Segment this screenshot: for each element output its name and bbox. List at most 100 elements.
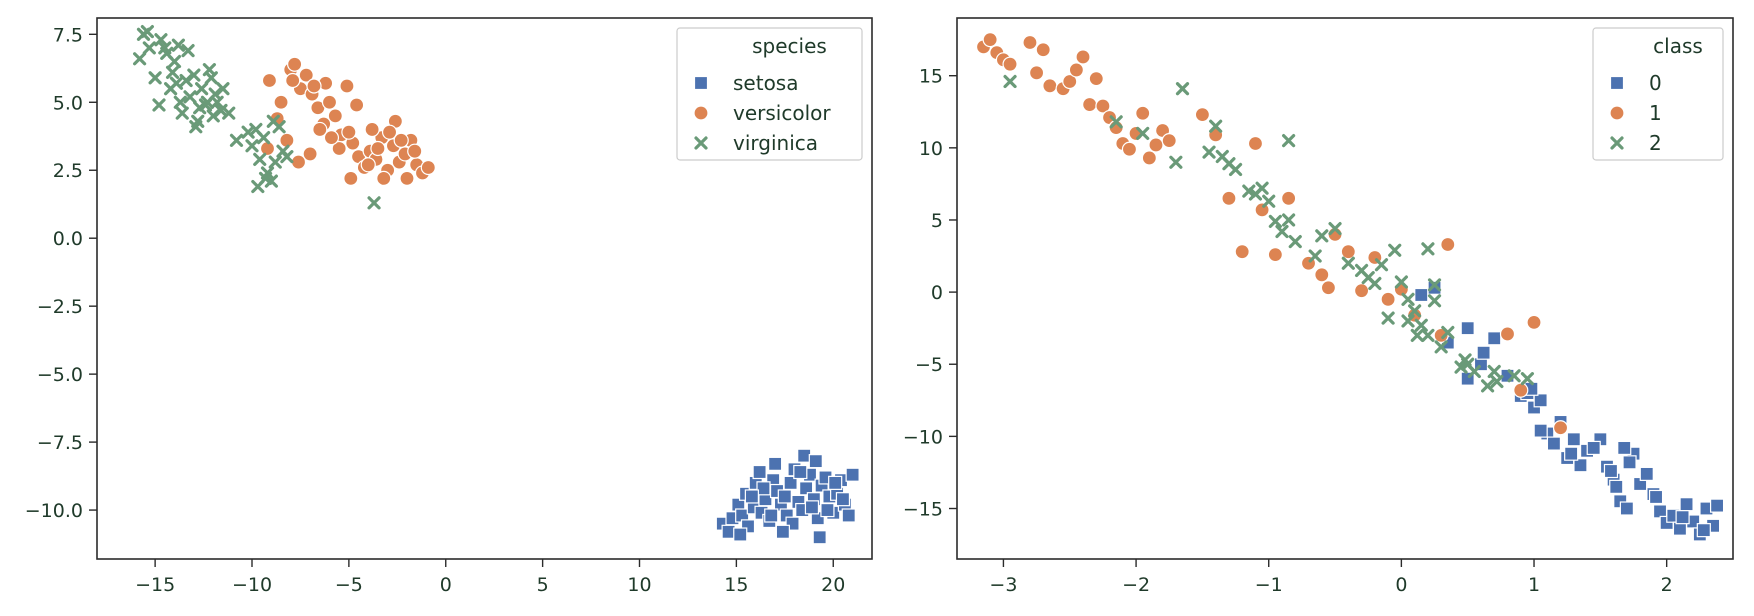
- point-1-11: [1068, 62, 1084, 78]
- point-1-8: [1042, 78, 1058, 94]
- legend-box: [676, 27, 863, 161]
- point-virginica-39: [204, 71, 218, 85]
- point-2-30: [1427, 278, 1442, 292]
- point-versicolor-26: [420, 159, 436, 176]
- point-virginica-48: [200, 95, 215, 109]
- point-0-18: [1573, 458, 1588, 473]
- y-axis: 7.5 5.0 2.5 0.0 −2.5 −5.0 −7.5 −10.0: [25, 24, 97, 522]
- point-1-35: [1314, 267, 1330, 283]
- x-tick-label: 0: [1395, 574, 1407, 596]
- x-tick-label: 10: [627, 574, 651, 596]
- point-versicolor-32: [302, 146, 318, 162]
- y-tick-label: 7.5: [53, 24, 83, 46]
- point-2-44: [1458, 353, 1472, 367]
- point-setosa-36: [752, 464, 767, 480]
- y-tick-label: −10.0: [25, 500, 83, 522]
- point-1-45: [1440, 236, 1456, 253]
- point-virginica-35: [181, 44, 195, 58]
- x-tick-label: −3: [989, 574, 1017, 596]
- point-2-12: [1262, 194, 1276, 208]
- point-setosa-41: [733, 527, 748, 542]
- point-1-46: [1499, 326, 1516, 342]
- point-0-45: [1533, 423, 1548, 438]
- point-versicolor-48: [341, 124, 357, 140]
- point-2-3: [1169, 155, 1183, 169]
- y-tick-label: −15: [903, 499, 943, 521]
- point-versicolor-38: [343, 170, 359, 186]
- point-1-14: [1088, 70, 1104, 87]
- point-1-22: [1141, 150, 1157, 166]
- point-virginica-25: [257, 131, 271, 145]
- point-0-0: [1414, 287, 1429, 303]
- scatter-panel-species: −15 −10 −5 0 5 10 15 20 7.5 5.0 2.5 0.0 −2.5 −5.0 −7.5…: [25, 17, 873, 596]
- point-virginica-31: [280, 150, 294, 164]
- x-tick-label: −1: [1255, 574, 1283, 596]
- point-2-24: [1388, 243, 1402, 257]
- point-virginica-17: [206, 109, 220, 123]
- point-0-17: [1566, 432, 1581, 447]
- point-versicolor-1: [273, 94, 289, 110]
- point-virginica-8: [171, 38, 185, 52]
- legend-marker-2: [1610, 136, 1624, 150]
- legend-label-2: 2: [1649, 131, 1662, 155]
- point-2-19: [1328, 222, 1342, 236]
- point-2-1: [1109, 115, 1123, 129]
- point-1-19: [1121, 141, 1138, 157]
- point-1-30: [1247, 135, 1264, 152]
- point-0-43: [1564, 446, 1579, 461]
- point-2-45: [1490, 374, 1504, 389]
- legend-box: [1592, 27, 1724, 161]
- legend-label-setosa: setosa: [733, 71, 798, 95]
- point-virginica-11: [183, 90, 197, 104]
- point-setosa-48: [793, 464, 808, 480]
- point-virginica-0: [133, 52, 147, 66]
- x-tick-label: 1: [1528, 574, 1540, 596]
- point-versicolor-37: [399, 170, 415, 186]
- x-axis: −15 −10 −5 0 5 10 15 20: [135, 559, 845, 596]
- point-setosa-37: [777, 489, 792, 504]
- point-2-2: [1136, 126, 1150, 141]
- point-1-47: [1513, 382, 1529, 398]
- point-0-49: [1696, 523, 1711, 538]
- point-0-42: [1586, 440, 1601, 456]
- point-virginica-37: [140, 24, 154, 39]
- point-2-48: [1361, 271, 1375, 285]
- series-setosa: [715, 448, 860, 545]
- point-1-12: [1075, 49, 1091, 65]
- point-2-49: [1401, 314, 1415, 328]
- axes-frame: [96, 17, 873, 560]
- point-virginica-10: [179, 73, 193, 88]
- point-0-39: [1617, 440, 1632, 456]
- point-0-41: [1603, 463, 1619, 479]
- x-tick-label: −2: [1122, 574, 1150, 596]
- point-1-15: [1095, 98, 1111, 114]
- point-2-0: [1003, 74, 1017, 89]
- y-tick-label: 2.5: [53, 160, 83, 182]
- point-1-38: [1340, 244, 1356, 260]
- point-2-6: [1209, 119, 1223, 133]
- point-virginica-36: [189, 120, 203, 134]
- point-setosa-32: [845, 467, 860, 482]
- x-tick-label: 15: [724, 574, 748, 596]
- point-1-13: [1082, 96, 1098, 113]
- point-virginica-43: [258, 171, 273, 185]
- y-tick-label: 5.0: [53, 92, 83, 114]
- point-virginica-33: [367, 196, 381, 210]
- y-tick-label: 0.0: [53, 228, 83, 250]
- legend-label-virginica: virginica: [733, 131, 818, 155]
- point-versicolor-30: [331, 140, 347, 157]
- point-1-29: [1234, 244, 1250, 260]
- point-2-11: [1255, 181, 1269, 195]
- legend-title: species: [752, 34, 827, 58]
- point-2-27: [1408, 304, 1422, 318]
- point-1-10: [1062, 73, 1078, 90]
- point-0-3: [1460, 321, 1475, 336]
- series-2: [1003, 74, 1534, 393]
- point-2-18: [1308, 249, 1322, 263]
- point-0-27: [1639, 466, 1654, 481]
- x-tick-label: 20: [821, 574, 845, 596]
- point-1-36: [1320, 280, 1337, 296]
- legend-marker-1: [1609, 105, 1625, 121]
